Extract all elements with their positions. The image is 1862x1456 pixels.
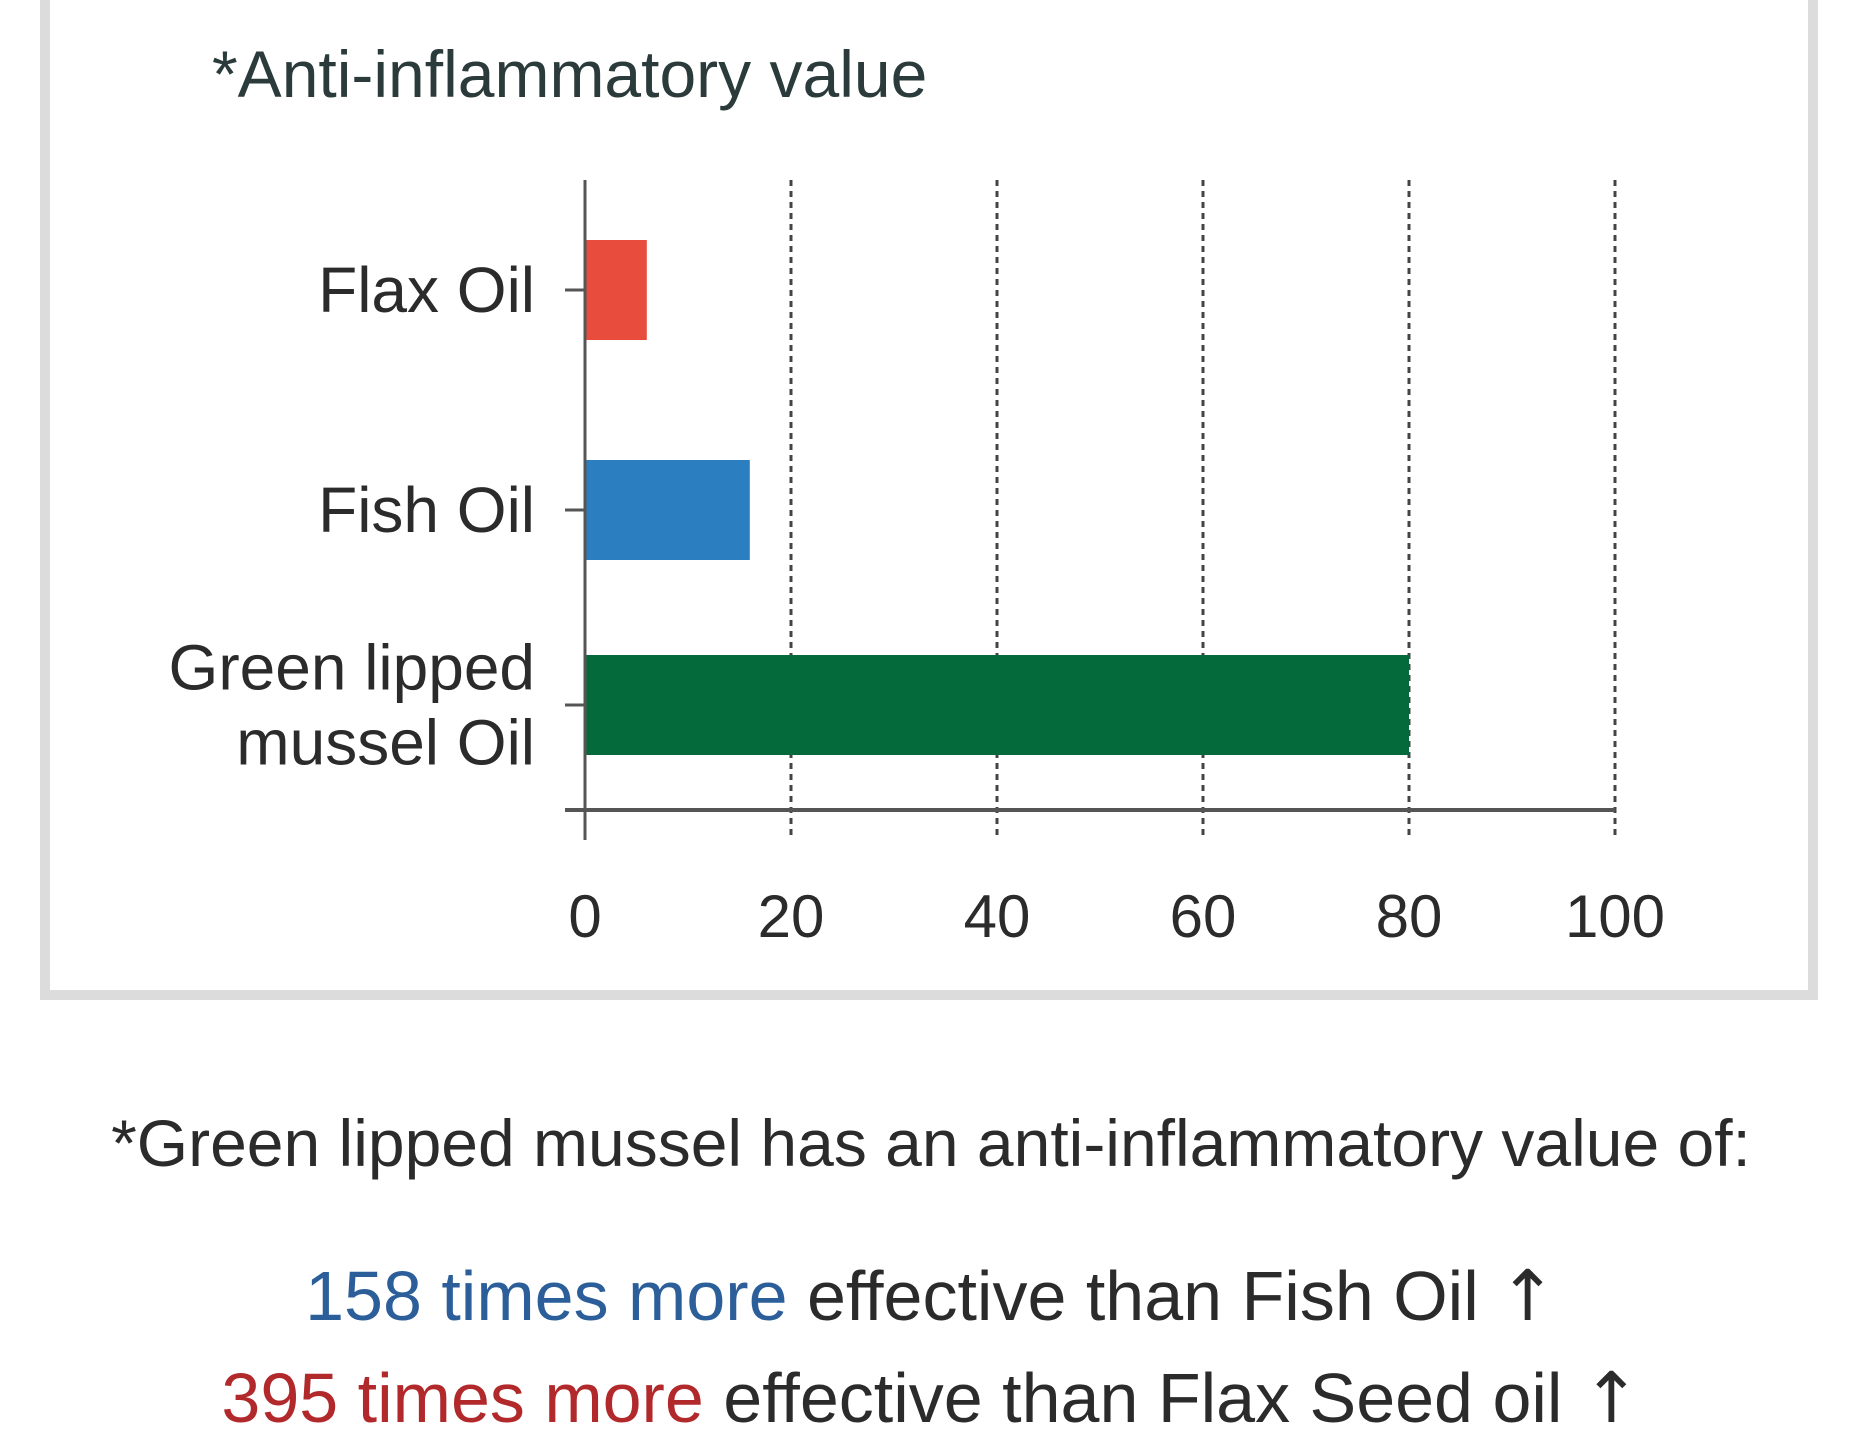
x-tick-label: 80 [1376, 883, 1443, 950]
claim-flax-highlight: 395 times more [221, 1359, 704, 1437]
category-label: Green lipped mussel Oil [169, 632, 535, 779]
bar-chart: *Anti-inflammatory value Flax Oil Fish Oi… [169, 37, 1666, 950]
category-label: Fish Oil [318, 474, 535, 546]
claim-flax-oil: 395 times more effective than Flax Seed … [0, 1357, 1862, 1439]
x-tick-label: 0 [568, 883, 601, 950]
up-arrow-icon: ↑ [1581, 1357, 1641, 1439]
claim-fish-oil: 158 times more effective than Fish Oil ↑ [0, 1255, 1862, 1337]
bar-flax-oil [585, 240, 647, 340]
x-tick-label: 20 [758, 883, 825, 950]
up-arrow-icon: ↑ [1498, 1255, 1557, 1337]
bar-fish-oil [585, 460, 750, 560]
claim-flax-text: effective than Flax Seed oil [703, 1359, 1582, 1437]
claim-fish-highlight: 158 times more [305, 1257, 788, 1335]
footnote: *Green lipped mussel has an anti-inflamm… [111, 1106, 1751, 1180]
chart-title: *Anti-inflammatory value [212, 37, 927, 111]
claim-fish-text: effective than Fish Oil [787, 1257, 1499, 1335]
category-label: Flax Oil [318, 254, 535, 326]
x-tick-label: 60 [1170, 883, 1237, 950]
chart-frame: *Anti-inflammatory value Flax Oil Fish Oi… [40, 0, 1818, 1000]
bar-green-lipped-mussel-oil [585, 655, 1409, 755]
x-tick-label: 40 [964, 883, 1031, 950]
x-tick-label: 100 [1565, 883, 1665, 950]
